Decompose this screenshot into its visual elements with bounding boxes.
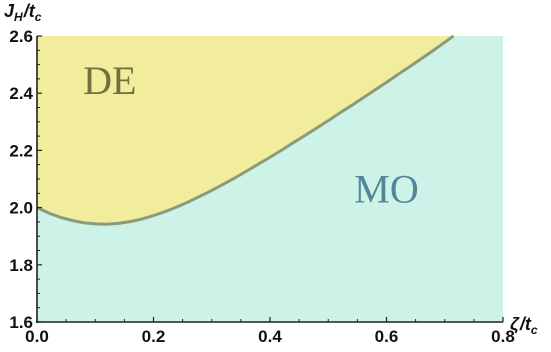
- phase-regions: [37, 36, 503, 322]
- x-tick-label: 0.8: [491, 327, 515, 346]
- phase-boundary-line: [36, 34, 455, 226]
- region-de: [37, 36, 454, 225]
- x-axis-label: ζ/tc: [510, 314, 538, 337]
- region-labels: DE MO: [83, 58, 419, 212]
- x-tick-label: 0.6: [375, 327, 399, 346]
- y-axis-ticks: 1.6 1.8 2.0 2.2 2.4 2.6: [9, 27, 42, 332]
- y-axis-label: JH/tc: [4, 1, 42, 24]
- y-tick-label: 2.4: [9, 84, 33, 103]
- x-axis-ticks: 0.0 0.2 0.4 0.6 0.8: [25, 317, 515, 346]
- y-tick-label: 1.6: [9, 313, 33, 332]
- y-tick-label: 2.2: [9, 141, 33, 160]
- x-tick-label: 0.4: [258, 327, 282, 346]
- y-tick-label: 1.8: [9, 256, 33, 275]
- y-tick-label: 2.6: [9, 27, 33, 46]
- region-label-mo: MO: [354, 166, 418, 211]
- region-mo: [37, 36, 503, 322]
- x-tick-label: 0.0: [25, 327, 49, 346]
- region-label-de: DE: [83, 58, 136, 103]
- x-tick-label: 0.2: [142, 327, 166, 346]
- y-tick-label: 2.0: [9, 199, 33, 218]
